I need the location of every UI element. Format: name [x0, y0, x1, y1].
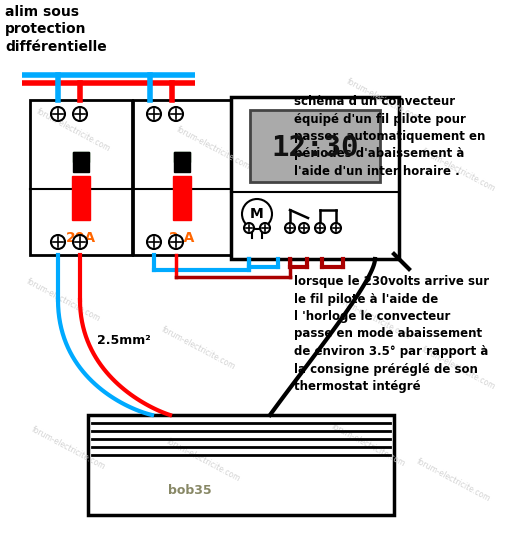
Bar [30, 100, 132, 255]
Circle shape [285, 223, 295, 233]
Text: forum-electricite.com: forum-electricite.com [415, 457, 492, 503]
Bar [133, 100, 231, 255]
Circle shape [73, 235, 87, 249]
Circle shape [331, 223, 341, 233]
Text: 20A: 20A [66, 231, 96, 245]
Text: forum-electricite.com: forum-electricite.com [35, 107, 112, 153]
Text: alim sous
protection
différentielle: alim sous protection différentielle [5, 5, 107, 53]
Text: forum-electricite.com: forum-electricite.com [30, 424, 107, 471]
Circle shape [147, 235, 161, 249]
Text: bob35: bob35 [168, 483, 212, 496]
Bar [250, 110, 380, 182]
Circle shape [260, 223, 270, 233]
Text: M: M [250, 207, 264, 221]
Text: 2 A: 2 A [169, 231, 195, 245]
Bar [88, 415, 394, 515]
Circle shape [73, 107, 87, 121]
Bar [73, 152, 89, 162]
Text: forum-electricite.com: forum-electricite.com [420, 147, 497, 193]
Circle shape [242, 199, 272, 229]
Bar [174, 152, 190, 172]
Text: forum-electricite.com: forum-electricite.com [160, 325, 237, 372]
Bar [231, 97, 399, 259]
Circle shape [147, 107, 161, 121]
Circle shape [169, 235, 183, 249]
Text: forum-electricite.com: forum-electricite.com [25, 276, 102, 323]
Text: 12:30: 12:30 [271, 134, 359, 162]
Bar [73, 152, 89, 172]
Text: forum-electricite.com: forum-electricite.com [420, 345, 497, 391]
Circle shape [299, 223, 309, 233]
Text: forum-electricite.com: forum-electricite.com [165, 437, 242, 483]
Text: schèma d'un convecteur
équipé d'un fil pilote pour
passer  automatiquement en
pé: schèma d'un convecteur équipé d'un fil p… [294, 95, 485, 178]
Text: forum-electricite.com: forum-electricite.com [345, 77, 422, 123]
Circle shape [51, 235, 65, 249]
Bar [72, 176, 90, 220]
Text: lorsque le 230volts arrive sur
le fil pilote à l'aide de
l 'horloge le convecteu: lorsque le 230volts arrive sur le fil pi… [294, 275, 489, 393]
Text: forum-electricite.com: forum-electricite.com [335, 295, 412, 341]
Circle shape [169, 107, 183, 121]
Circle shape [244, 223, 254, 233]
Bar [174, 152, 190, 162]
Text: forum-electricite.com: forum-electricite.com [175, 125, 252, 171]
Text: forum-electricite.com: forum-electricite.com [330, 422, 407, 468]
Circle shape [51, 107, 65, 121]
Circle shape [315, 223, 325, 233]
Text: 2.5mm²: 2.5mm² [97, 334, 151, 347]
Bar [173, 176, 191, 220]
